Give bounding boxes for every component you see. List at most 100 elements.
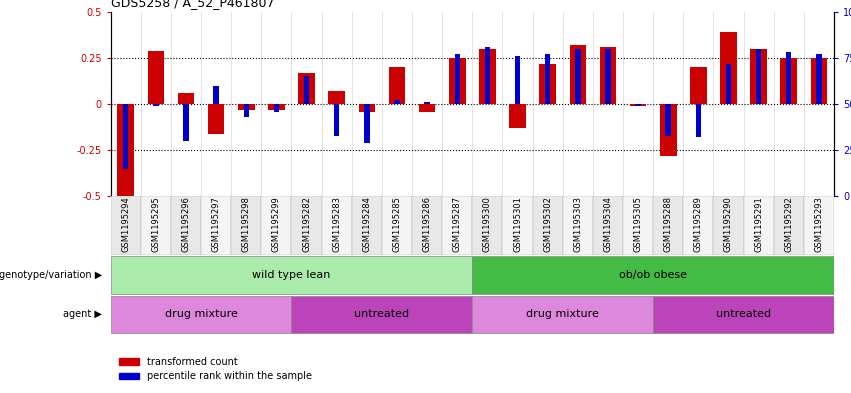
Text: GSM1195292: GSM1195292 [785, 196, 793, 252]
Bar [636, 104, 641, 106]
FancyBboxPatch shape [382, 196, 412, 255]
Bar [454, 54, 460, 104]
Bar [665, 104, 671, 136]
FancyBboxPatch shape [774, 196, 804, 255]
Text: GSM1195305: GSM1195305 [634, 196, 643, 252]
Text: GSM1195295: GSM1195295 [151, 196, 160, 252]
FancyBboxPatch shape [654, 296, 834, 333]
Text: GSM1195286: GSM1195286 [423, 196, 431, 252]
Text: untreated: untreated [354, 309, 409, 320]
Bar [780, 58, 797, 104]
Text: GSM1195302: GSM1195302 [543, 196, 552, 252]
Bar [358, 104, 375, 112]
Bar [726, 64, 731, 104]
Text: GSM1195287: GSM1195287 [453, 196, 462, 252]
Bar [756, 49, 762, 104]
Bar [123, 104, 129, 169]
Bar [811, 58, 827, 104]
FancyBboxPatch shape [683, 196, 713, 255]
Bar [600, 47, 616, 104]
Text: GSM1195282: GSM1195282 [302, 196, 311, 252]
FancyBboxPatch shape [322, 196, 351, 255]
Bar [605, 49, 611, 104]
FancyBboxPatch shape [472, 296, 654, 333]
Bar [214, 86, 219, 104]
Bar [515, 56, 520, 104]
Text: genotype/variation ▶: genotype/variation ▶ [0, 270, 102, 280]
Bar [328, 91, 345, 104]
Text: GSM1195290: GSM1195290 [724, 196, 733, 252]
Bar [147, 51, 164, 104]
FancyBboxPatch shape [472, 256, 834, 294]
Text: GSM1195285: GSM1195285 [392, 196, 402, 252]
FancyBboxPatch shape [623, 196, 654, 255]
Bar [540, 64, 556, 104]
Text: GSM1195299: GSM1195299 [272, 196, 281, 252]
Bar [569, 45, 586, 104]
Bar [208, 104, 225, 134]
Text: GSM1195294: GSM1195294 [121, 196, 130, 252]
Bar [243, 104, 249, 117]
FancyBboxPatch shape [111, 256, 472, 294]
Bar [425, 102, 430, 104]
FancyBboxPatch shape [201, 196, 231, 255]
Text: GSM1195284: GSM1195284 [363, 196, 371, 252]
Bar [449, 58, 465, 104]
Bar [786, 52, 791, 104]
FancyBboxPatch shape [744, 196, 774, 255]
Bar [751, 49, 767, 104]
FancyBboxPatch shape [563, 196, 593, 255]
Text: GSM1195304: GSM1195304 [603, 196, 613, 252]
FancyBboxPatch shape [111, 296, 291, 333]
Bar [238, 104, 254, 110]
FancyBboxPatch shape [713, 196, 744, 255]
Bar [364, 104, 369, 143]
Text: drug mixture: drug mixture [526, 309, 599, 320]
Bar [419, 104, 436, 112]
FancyBboxPatch shape [140, 196, 171, 255]
FancyBboxPatch shape [443, 196, 472, 255]
Text: GSM1195293: GSM1195293 [814, 196, 824, 252]
Bar [545, 54, 551, 104]
Text: GSM1195288: GSM1195288 [664, 196, 672, 252]
Bar [298, 73, 315, 104]
Bar [816, 54, 821, 104]
FancyBboxPatch shape [231, 196, 261, 255]
Bar [695, 104, 701, 138]
FancyBboxPatch shape [654, 196, 683, 255]
FancyBboxPatch shape [593, 196, 623, 255]
FancyBboxPatch shape [533, 196, 563, 255]
Bar [178, 93, 194, 104]
Text: GSM1195291: GSM1195291 [754, 196, 763, 252]
Bar [485, 47, 490, 104]
Text: GSM1195283: GSM1195283 [332, 196, 341, 252]
Bar [183, 104, 189, 141]
Text: wild type lean: wild type lean [252, 270, 331, 280]
FancyBboxPatch shape [261, 196, 291, 255]
Text: GSM1195289: GSM1195289 [694, 196, 703, 252]
Text: GSM1195297: GSM1195297 [212, 196, 220, 252]
Text: GSM1195300: GSM1195300 [483, 196, 492, 252]
Text: GSM1195298: GSM1195298 [242, 196, 251, 252]
FancyBboxPatch shape [291, 296, 472, 333]
Bar [690, 67, 706, 104]
Bar [394, 101, 400, 104]
Bar [268, 104, 285, 110]
Bar [479, 49, 495, 104]
FancyBboxPatch shape [804, 196, 834, 255]
FancyBboxPatch shape [291, 196, 322, 255]
FancyBboxPatch shape [412, 196, 443, 255]
Text: GSM1195303: GSM1195303 [574, 196, 582, 252]
FancyBboxPatch shape [472, 196, 502, 255]
FancyBboxPatch shape [351, 196, 382, 255]
Text: GSM1195296: GSM1195296 [181, 196, 191, 252]
Bar [630, 104, 647, 106]
Bar [304, 76, 309, 104]
Text: GDS5258 / A_52_P461807: GDS5258 / A_52_P461807 [111, 0, 274, 9]
Bar [153, 104, 158, 106]
Bar [660, 104, 677, 156]
Text: ob/ob obese: ob/ob obese [620, 270, 687, 280]
Bar [334, 104, 340, 136]
FancyBboxPatch shape [502, 196, 533, 255]
Text: untreated: untreated [716, 309, 771, 320]
